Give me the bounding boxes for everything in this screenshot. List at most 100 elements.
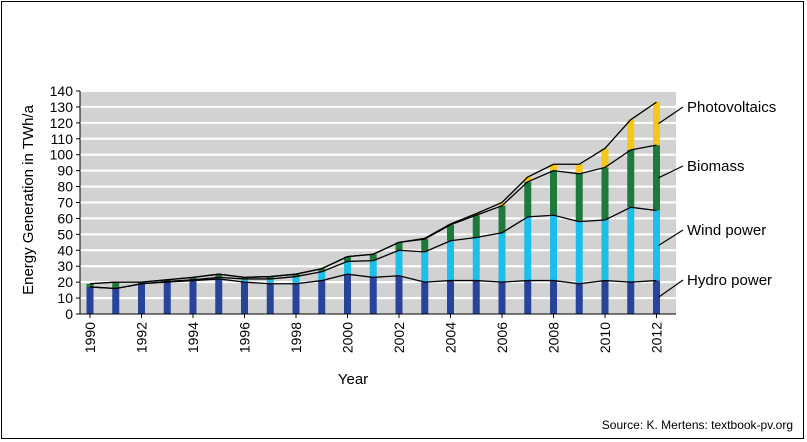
bar-biomass-2002 <box>395 242 403 251</box>
bar-wind-power-2003 <box>421 251 429 283</box>
line-hydro-power-top <box>89 273 657 290</box>
y-tick-label: 120 <box>50 115 74 131</box>
legend-label-photovoltaics: Photovoltaics <box>687 99 776 116</box>
cumulative-lines <box>89 101 657 290</box>
bar-biomass-2012 <box>653 145 660 211</box>
bar-hydro-power-2000 <box>344 274 351 314</box>
bar-wind-power-2001 <box>369 260 377 278</box>
bar-hydro-power-2008 <box>550 280 557 314</box>
x-tick-label: 2010 <box>597 322 613 353</box>
y-tick-label: 0 <box>65 306 73 322</box>
x-tick-label: 2002 <box>391 322 407 353</box>
bar-biomass-2011 <box>627 149 635 208</box>
bars <box>86 102 660 314</box>
bar-photovoltaics-2005 <box>472 213 480 216</box>
bar-biomass-1999 <box>318 268 326 272</box>
bar-hydro-power-2005 <box>472 280 480 314</box>
bar-hydro-power-2004 <box>447 280 454 314</box>
bar-biomass-2007 <box>524 181 532 217</box>
y-tick-label: 130 <box>50 99 74 115</box>
bar-wind-power-2012 <box>653 210 660 281</box>
bar-wind-power-2004 <box>447 240 454 281</box>
bar-hydro-power-2012 <box>653 280 660 314</box>
bar-biomass-2005 <box>472 215 480 238</box>
bar-wind-power-1997 <box>266 278 274 284</box>
y-tick-label: 80 <box>57 179 73 195</box>
y-tick-label: 110 <box>51 131 74 147</box>
bar-wind-power-1996 <box>241 278 248 283</box>
bar-biomass-2010 <box>601 167 609 221</box>
bar-photovoltaics-2009 <box>575 164 583 174</box>
bar-biomass-1994 <box>189 277 197 280</box>
bar-wind-power-2007 <box>524 216 532 281</box>
bar-biomass-2001 <box>369 254 377 261</box>
y-tick-label: 40 <box>57 242 73 258</box>
x-tick-label: 2008 <box>546 322 562 353</box>
x-tick-label: 2006 <box>494 322 510 353</box>
legend-label-biomass: Biomass <box>687 158 745 175</box>
bar-hydro-power-1995 <box>215 278 223 314</box>
x-tick-label: 1992 <box>134 322 150 353</box>
legend-label-hydro-power: Hydro power <box>687 272 772 289</box>
bar-hydro-power-2009 <box>575 283 583 314</box>
bar-hydro-power-1999 <box>318 280 326 314</box>
bar-photovoltaics-2006 <box>498 202 506 206</box>
bar-wind-power-1995 <box>215 277 223 279</box>
bar-hydro-power-1996 <box>241 282 248 314</box>
bar-biomass-1998 <box>292 274 300 277</box>
x-tick-label: 1998 <box>288 322 304 353</box>
source-note: Source: K. Mertens: textbook-pv.org <box>601 418 793 432</box>
bar-biomass-1995 <box>215 274 223 278</box>
bar-wind-power-2005 <box>472 237 480 281</box>
bar-hydro-power-2006 <box>498 282 506 314</box>
bar-photovoltaics-2007 <box>524 177 532 182</box>
bar-hydro-power-1998 <box>292 283 300 314</box>
y-tick-label: 90 <box>57 163 73 179</box>
bar-hydro-power-1990 <box>86 286 94 314</box>
y-tick-label: 140 <box>50 83 74 99</box>
bar-wind-power-2010 <box>601 220 609 281</box>
x-tick-label: 1996 <box>237 322 253 353</box>
bar-wind-power-1999 <box>318 271 326 281</box>
bar-wind-power-2008 <box>550 215 557 281</box>
bar-photovoltaics-2010 <box>601 148 609 168</box>
x-tick-label: 2012 <box>649 322 665 353</box>
x-axis-ticks: 1990 1992 1994 1996 1998 2000 2002 2004 2006 2008… <box>82 314 665 353</box>
legend-leader-hydro-power <box>658 279 684 298</box>
x-tick-label: 1994 <box>185 322 201 353</box>
x-tick-label: 2000 <box>340 322 356 353</box>
bar-wind-power-1998 <box>292 276 300 284</box>
legend-leader-biomass <box>658 165 684 179</box>
bar-wind-power-2000 <box>344 261 351 275</box>
bar-hydro-power-1994 <box>189 280 197 314</box>
bar-hydro-power-2010 <box>601 280 609 314</box>
bar-hydro-power-2011 <box>627 282 635 314</box>
bar-biomass-2008 <box>550 170 557 216</box>
y-tick-label: 10 <box>57 290 73 306</box>
y-tick-label: 60 <box>57 210 73 226</box>
bar-biomass-1990 <box>86 283 94 287</box>
bar-hydro-power-1997 <box>266 283 274 314</box>
x-tick-label: 2004 <box>443 322 459 353</box>
bar-biomass-1991 <box>112 282 120 289</box>
line-photovoltaics-top <box>89 101 657 285</box>
legend-leader-wind-power <box>658 229 684 247</box>
y-tick-label: 70 <box>57 195 73 211</box>
bar-hydro-power-1993 <box>163 282 171 314</box>
legend-label-wind-power: Wind power <box>687 222 766 239</box>
bar-wind-power-2011 <box>627 207 635 283</box>
bar-biomass-2004 <box>447 224 454 241</box>
y-tick-label: 50 <box>57 226 73 242</box>
bar-photovoltaics-2012 <box>653 102 660 146</box>
bar-hydro-power-1992 <box>138 283 145 314</box>
bar-wind-power-2006 <box>498 232 506 283</box>
bar-hydro-power-2001 <box>369 277 377 314</box>
bar-biomass-2006 <box>498 205 506 233</box>
x-axis-label: Year <box>338 371 368 388</box>
bar-biomass-1993 <box>163 279 171 282</box>
bar-photovoltaics-2008 <box>550 164 557 171</box>
bar-photovoltaics-2011 <box>627 119 635 150</box>
y-axis-label: Energy Generation in TWh/a <box>20 104 37 294</box>
